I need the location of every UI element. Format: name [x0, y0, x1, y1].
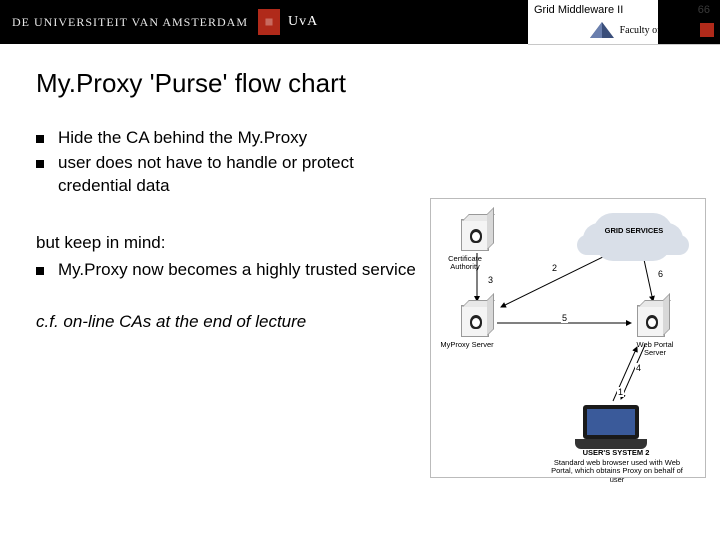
header-divider	[528, 44, 720, 45]
user-sub: Standard web browser used with Web Porta…	[547, 459, 687, 484]
portal-label: Web Portal Server	[627, 341, 683, 358]
myproxy-label: MyProxy Server	[439, 341, 495, 349]
pyramid-icon	[590, 22, 614, 38]
bullet-list-b: My.Proxy now becomes a highly trusted se…	[36, 259, 416, 282]
ca-node	[461, 219, 489, 251]
mind-intro: but keep in mind:	[36, 232, 416, 255]
list-item: My.Proxy now becomes a highly trusted se…	[36, 259, 416, 282]
university-short: UvA	[288, 14, 318, 30]
edge-num: 5	[561, 313, 568, 323]
slide-body: My.Proxy 'Purse' flow chart Hide the CA …	[0, 68, 720, 540]
user-laptop	[583, 405, 639, 439]
edge-num: 2	[551, 263, 558, 273]
user-title: USER'S SYSTEM 2	[551, 449, 681, 457]
crest-icon	[258, 9, 280, 35]
list-item: Hide the CA behind the My.Proxy	[36, 127, 416, 150]
faculty-label: Faculty of Science	[620, 25, 694, 36]
bullet-list-a: Hide the CA behind the My.Proxy user doe…	[36, 127, 416, 198]
faculty-row: Faculty of Science	[590, 22, 714, 38]
slide-title: My.Proxy 'Purse' flow chart	[36, 68, 720, 99]
portal-node	[637, 305, 665, 337]
penguin-icon	[470, 315, 482, 329]
page-number: 66	[698, 4, 710, 16]
grid-label: GRID SERVICES	[599, 227, 669, 235]
flow-diagram: Certificate Authority GRID SERVICES MyPr…	[430, 198, 706, 478]
edge-num: 3	[487, 275, 494, 285]
penguin-icon	[646, 315, 658, 329]
list-item: user does not have to handle or protect …	[36, 152, 416, 198]
square-icon	[700, 23, 714, 37]
footnote: c.f. on-line CAs at the end of lecture	[36, 312, 416, 332]
edge-num: 4	[635, 363, 642, 373]
lecture-topic: Grid Middleware II	[534, 4, 623, 16]
myproxy-node	[461, 305, 489, 337]
penguin-icon	[470, 229, 482, 243]
edge-num: 6	[657, 269, 664, 279]
university-name: De Universiteit van Amsterdam	[0, 15, 248, 30]
edge-num: 1	[617, 387, 624, 397]
ca-label: Certificate Authority	[435, 255, 495, 272]
